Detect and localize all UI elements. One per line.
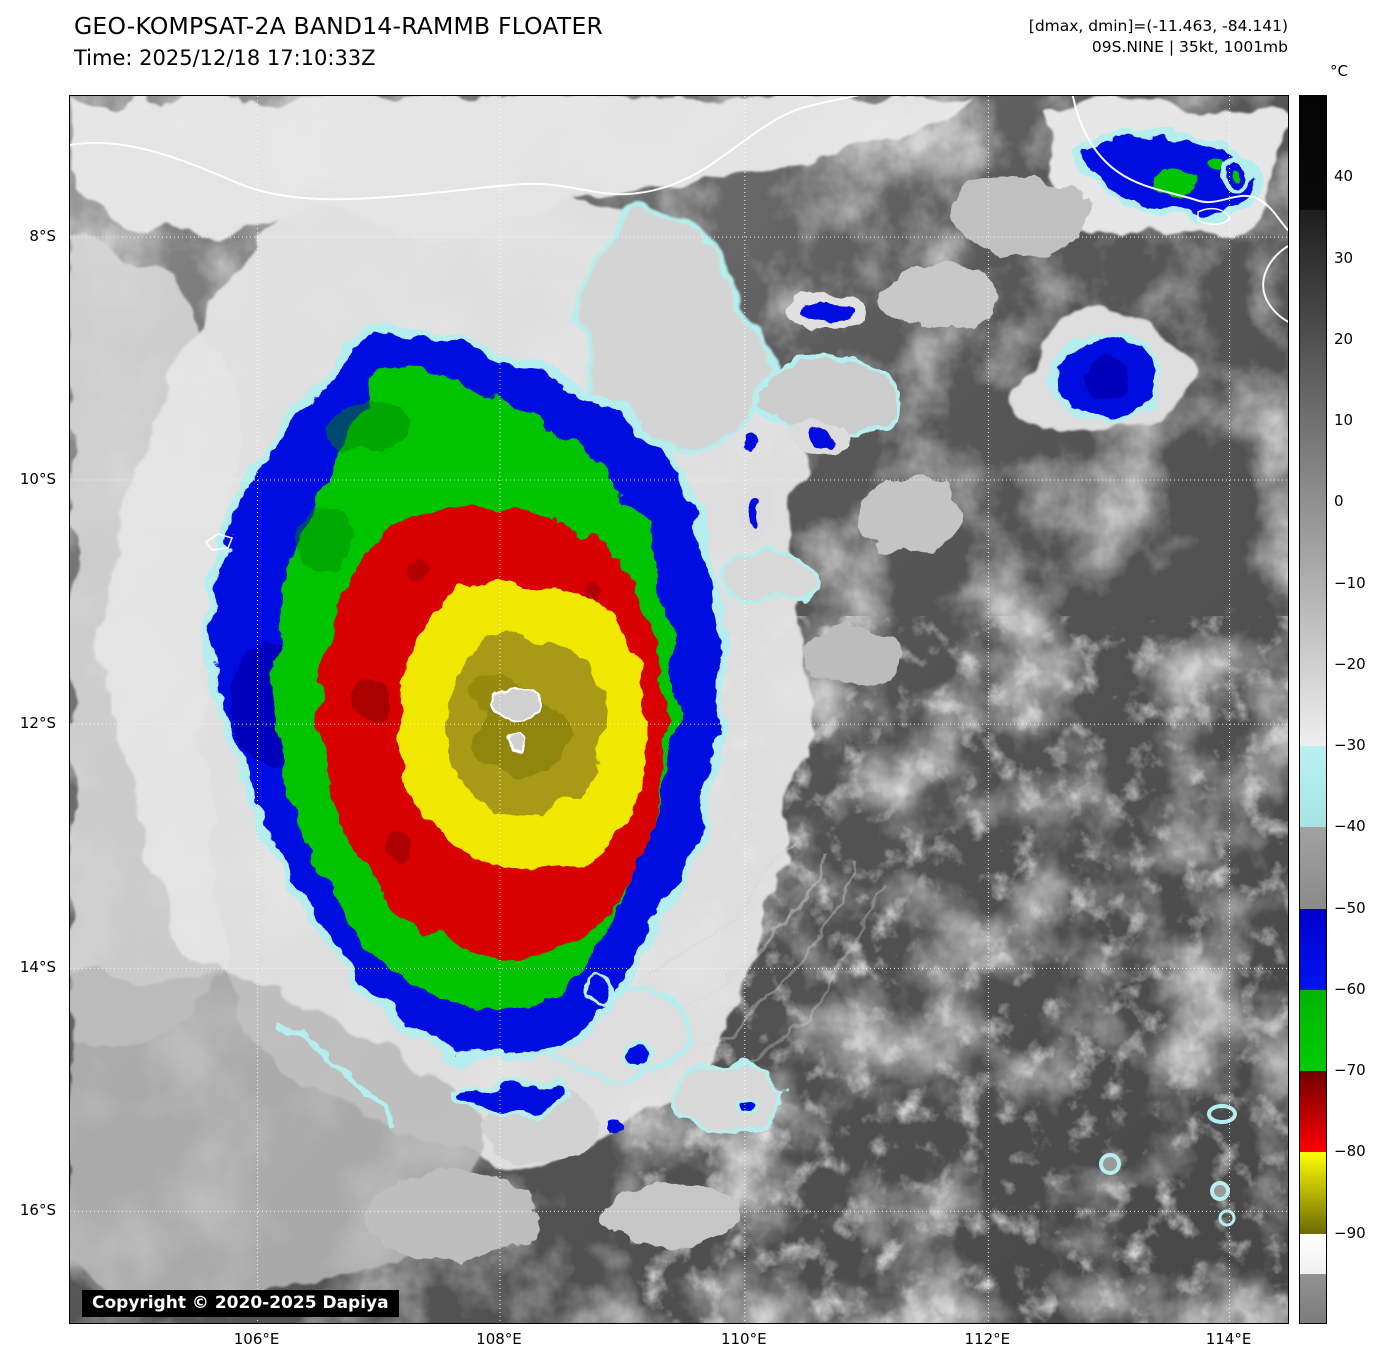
colorbar-tick-label: −90 xyxy=(1334,1223,1366,1242)
colorbar-tick-label: 0 xyxy=(1334,492,1344,511)
lat-tick-label: 16°S xyxy=(19,1201,56,1220)
colorbar-segment xyxy=(1300,827,1326,909)
satellite-scene xyxy=(70,96,1288,1323)
colorbar-tick-label: 10 xyxy=(1334,411,1354,430)
cyclone-red-shade xyxy=(410,556,430,576)
colorbar-segment xyxy=(1300,989,1326,1072)
cyclone-green-shade xyxy=(297,502,353,570)
dmax-dmin-readout: [dmax, dmin]=(-11.463, -84.141) xyxy=(1028,17,1288,35)
colorbar-tick-label: −80 xyxy=(1334,1142,1366,1161)
coastline-islands-east xyxy=(1071,96,1288,232)
coastline-islands-east-2 xyxy=(1262,245,1288,323)
colorbar-tick-label: −30 xyxy=(1334,736,1366,755)
cyclone-red-shade xyxy=(386,832,414,860)
colorbar-tick-label: −40 xyxy=(1334,817,1366,836)
colorbar-tick-label: 30 xyxy=(1334,248,1354,267)
cyclone-warm-spots xyxy=(493,687,540,758)
cloud-top-center xyxy=(585,212,769,456)
lon-tick-label: 106°E xyxy=(233,1330,280,1348)
lon-tick-label: 108°E xyxy=(476,1330,522,1348)
cold-spots-south xyxy=(588,968,755,1119)
convective-cell-blue-shade xyxy=(1081,360,1129,396)
lat-tick-label: 14°S xyxy=(19,958,56,977)
colorbar-tick-label: −20 xyxy=(1334,654,1366,673)
colorbar-unit-label: °C xyxy=(1330,62,1348,80)
cloud-patches-east xyxy=(722,176,1090,684)
cyan-cells-southeast xyxy=(1099,1104,1237,1227)
product-time: Time: 2025/12/18 17:10:33Z xyxy=(74,46,376,70)
satellite-map: Copyright © 2020-2025 Dapiya xyxy=(69,95,1289,1324)
coastline-christmas-island xyxy=(204,533,234,551)
cyclone xyxy=(207,323,727,1139)
convective-cell-green xyxy=(1206,159,1224,173)
colorbar-segment xyxy=(1300,1071,1326,1153)
product-meta: [dmax, dmin]=(-11.463, -84.141) 09S.NINE… xyxy=(1029,16,1288,58)
cyclone-core-dark xyxy=(474,696,570,776)
lat-labels: 8°S 10°S 12°S 14°S 16°S xyxy=(0,95,63,1322)
lon-labels: 106°E 108°E 110°E 112°E 114°E xyxy=(69,1330,1287,1354)
product-title: GEO-KOMPSAT-2A BAND14-RAMMB FLOATER xyxy=(74,12,604,40)
colorbar-tick-label: 20 xyxy=(1334,329,1354,348)
colorbar-segment xyxy=(1300,1233,1326,1275)
colorbar-tick-label: 40 xyxy=(1334,167,1354,186)
colorbar-segment xyxy=(1300,746,1326,828)
lon-tick-label: 112°E xyxy=(964,1330,1011,1348)
mini-vortex-core xyxy=(1233,169,1243,179)
convective-cell-green xyxy=(1155,167,1195,197)
cyclone-blue-tail xyxy=(449,1081,566,1116)
coastal-blue-patch xyxy=(801,303,849,321)
coastal-blue-patch xyxy=(753,498,765,530)
colorbar-segment xyxy=(1300,1152,1326,1234)
cyclone-blue-dot xyxy=(607,1123,623,1139)
storm-info-readout: 09S.NINE | 35kt, 1001mb xyxy=(1091,38,1288,56)
colorbar-segment xyxy=(1300,209,1326,747)
lon-tick-label: 114°E xyxy=(1205,1330,1252,1348)
lat-tick-label: 8°S xyxy=(29,227,56,246)
copyright-badge: Copyright © 2020-2025 Dapiya xyxy=(82,1290,399,1317)
colorbar-tick-label: −70 xyxy=(1334,1061,1366,1080)
cyclone-red-shade xyxy=(352,678,388,714)
lat-tick-label: 10°S xyxy=(19,470,56,489)
lon-tick-label: 110°E xyxy=(720,1330,767,1348)
coastline-java xyxy=(70,96,860,201)
colorbar-tick-label: −50 xyxy=(1334,898,1366,917)
cyclone-green-shade xyxy=(330,400,410,452)
colorbar-segment xyxy=(1300,908,1326,990)
coastal-blue-patch xyxy=(740,436,756,452)
colorbar-gradient xyxy=(1299,95,1327,1324)
convection-northeast xyxy=(740,130,1264,530)
lat-tick-label: 12°S xyxy=(19,714,56,733)
coastal-blue-patch xyxy=(808,430,836,446)
colorbar-segment xyxy=(1300,1274,1326,1323)
colorbar-tick-label: −60 xyxy=(1334,979,1366,998)
wave-striations xyxy=(649,835,882,1098)
colorbar-ticks: 40 30 20 10 0 −10 −20 −30 −40 −50 −60 −70 −80 −90 xyxy=(1334,95,1388,1322)
colorbar-tick-label: −10 xyxy=(1334,573,1366,592)
colorbar-segment xyxy=(1300,96,1326,210)
